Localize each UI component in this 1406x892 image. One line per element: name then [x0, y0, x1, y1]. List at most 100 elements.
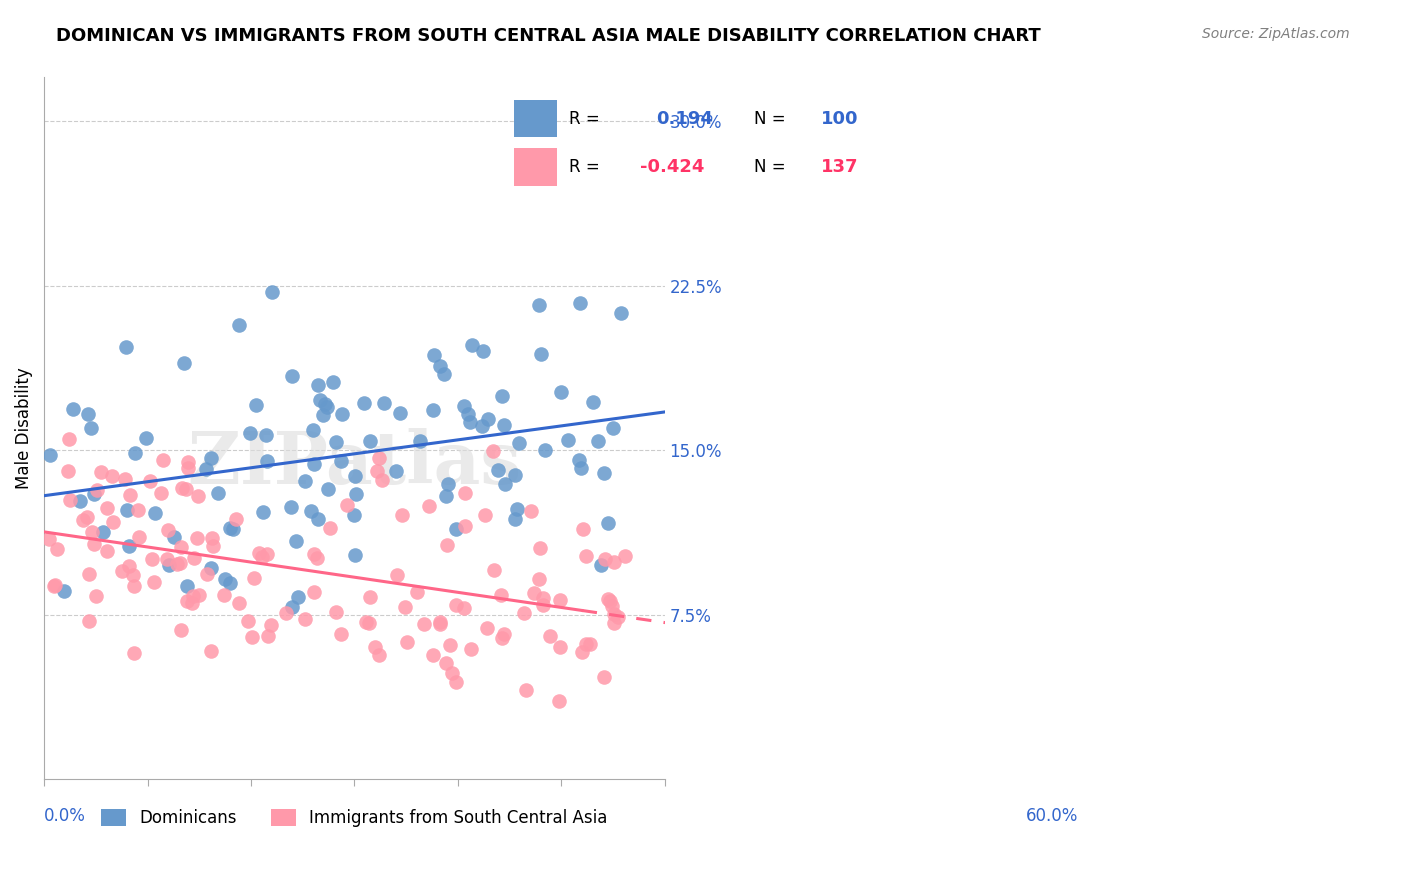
Point [118, 539, 141, 553]
Point [174, 482, 197, 496]
Point [252, 505, 274, 519]
Point [176, 594, 198, 608]
Point [491, 631, 513, 645]
Point [446, 674, 468, 689]
Point [454, 519, 477, 533]
Point [534, 443, 557, 458]
Point [550, 385, 572, 400]
Point [280, 500, 302, 514]
Point [458, 415, 481, 429]
Point [256, 454, 278, 468]
Point [128, 530, 150, 544]
Point [569, 461, 592, 475]
Point [256, 547, 278, 561]
Point [316, 400, 339, 414]
Text: N =: N = [754, 110, 786, 128]
Point [527, 572, 550, 586]
Point [252, 550, 274, 565]
Point [406, 584, 429, 599]
Point [492, 627, 515, 641]
Point [240, 631, 263, 645]
Point [58, 432, 80, 446]
Point [440, 666, 463, 681]
Point [503, 512, 526, 526]
Point [143, 574, 166, 589]
Point [515, 682, 537, 697]
Point [56, 464, 79, 478]
Point [492, 418, 515, 433]
Point [157, 558, 180, 572]
Point [228, 596, 250, 610]
Point [318, 521, 340, 535]
Point [592, 670, 614, 684]
Point [236, 614, 259, 628]
Point [170, 623, 193, 637]
Point [538, 629, 561, 643]
Point [135, 431, 157, 445]
Point [80, 421, 103, 435]
Text: -0.424: -0.424 [640, 158, 704, 176]
Point [72, 513, 94, 527]
Point [83, 487, 105, 501]
Point [294, 475, 316, 489]
Point [200, 644, 222, 658]
Text: 100: 100 [821, 110, 859, 128]
Point [602, 555, 624, 569]
Point [444, 598, 467, 612]
Point [311, 408, 333, 422]
Point [367, 648, 389, 663]
Point [385, 568, 408, 582]
Point [429, 616, 451, 631]
Point [506, 502, 529, 516]
Point [96, 501, 118, 516]
Point [214, 572, 236, 586]
Point [247, 546, 270, 560]
Point [325, 435, 347, 450]
Point [260, 285, 283, 299]
Point [176, 579, 198, 593]
Point [115, 503, 138, 517]
Point [254, 428, 277, 442]
Bar [515, 100, 557, 137]
Point [91, 524, 114, 539]
Point [436, 538, 458, 552]
Point [572, 522, 595, 536]
Point [437, 476, 460, 491]
Point [433, 367, 456, 381]
Point [471, 344, 494, 359]
Point [344, 487, 367, 501]
Point [530, 347, 553, 361]
Point [302, 457, 325, 471]
Point [118, 559, 141, 574]
Point [325, 606, 347, 620]
Point [422, 402, 444, 417]
Point [475, 620, 498, 634]
Point [491, 389, 513, 403]
Point [574, 549, 596, 564]
Point [195, 567, 218, 582]
Text: 0.194: 0.194 [655, 110, 713, 128]
Point [457, 407, 479, 421]
Point [305, 550, 328, 565]
Point [422, 648, 444, 662]
Point [302, 547, 325, 561]
Point [599, 594, 621, 608]
Point [122, 579, 145, 593]
Point [429, 615, 451, 629]
Point [413, 616, 436, 631]
Point [482, 563, 505, 577]
Point [218, 521, 240, 535]
Point [169, 556, 191, 570]
Point [83, 537, 105, 551]
Point [389, 406, 412, 420]
Point [600, 599, 623, 613]
Point [602, 421, 624, 435]
Point [494, 477, 516, 491]
Point [222, 523, 245, 537]
Point [330, 454, 353, 468]
Point [394, 600, 416, 615]
Point [44, 579, 66, 593]
Point [391, 508, 413, 523]
Point [90, 465, 112, 479]
Point [575, 637, 598, 651]
